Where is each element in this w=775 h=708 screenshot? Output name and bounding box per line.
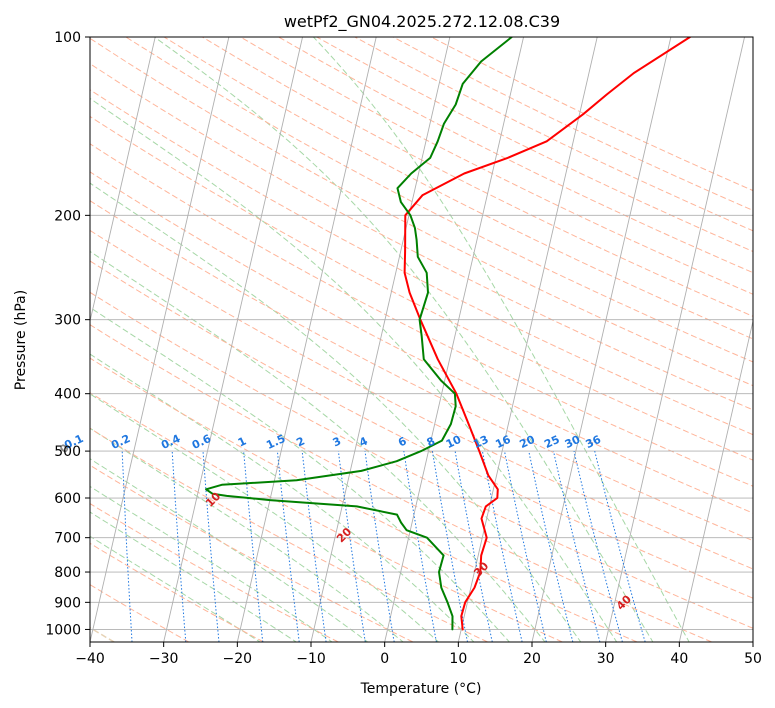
moist-adiabat bbox=[90, 458, 369, 642]
mixing-ratio-line bbox=[481, 451, 523, 642]
dry-adiabat bbox=[90, 143, 753, 487]
isotherm bbox=[90, 37, 156, 324]
dry-adiabat bbox=[90, 584, 190, 642]
chart-title: wetPf2_GN04.2025.272.12.08.C39 bbox=[284, 12, 560, 32]
profile-series bbox=[205, 37, 691, 631]
dry-adiabat bbox=[90, 357, 638, 642]
mixing-ratio-label: 16 bbox=[493, 433, 513, 451]
y-tick-label: 500 bbox=[54, 444, 81, 460]
x-tick-label: −10 bbox=[296, 651, 326, 667]
dry-adiabat bbox=[90, 291, 753, 629]
mixing-ratio-label: 36 bbox=[584, 433, 604, 451]
isotherm bbox=[236, 37, 377, 642]
moist-adiabat bbox=[90, 97, 618, 642]
mixing-ratio-line bbox=[243, 451, 264, 642]
x-tick-label: 10 bbox=[449, 651, 467, 667]
y-axis-label: Pressure (hPa) bbox=[13, 290, 29, 390]
isotherm bbox=[163, 37, 303, 642]
isotherm bbox=[310, 37, 451, 642]
y-tick-label: 400 bbox=[54, 387, 81, 403]
y-tick-label: 700 bbox=[54, 531, 81, 547]
isotherm bbox=[457, 37, 598, 642]
moist-adiabat bbox=[90, 485, 333, 642]
dry-adiabat bbox=[90, 229, 753, 570]
dry-adiabat bbox=[202, 37, 753, 317]
dry-adiabat bbox=[90, 63, 753, 411]
x-axis-ticks: −40 −30 −20 −10 0 10 20 30 40 50 bbox=[75, 642, 762, 667]
y-tick-label: 100 bbox=[54, 30, 81, 46]
isotherm bbox=[605, 37, 745, 642]
y-tick-label: 600 bbox=[54, 491, 81, 507]
y-tick-label: 800 bbox=[54, 565, 81, 581]
mixing-ratio-line bbox=[504, 451, 547, 642]
isotherm bbox=[531, 37, 672, 642]
mixing-ratio-line bbox=[573, 450, 623, 642]
moist-adiabat bbox=[313, 37, 690, 642]
isotherm bbox=[678, 319, 753, 642]
mixing-ratio-line bbox=[528, 451, 574, 642]
moist-adiabat bbox=[90, 511, 298, 642]
x-tick-label: 30 bbox=[597, 651, 615, 667]
mixing-ratio-line bbox=[553, 450, 601, 642]
dry-adiabat bbox=[90, 89, 753, 436]
moist-adiabat bbox=[154, 37, 654, 642]
x-tick-label: 20 bbox=[523, 651, 541, 667]
isotherm bbox=[90, 37, 230, 642]
mixing-ratio-label: 25 bbox=[542, 433, 561, 451]
moist-adiabat bbox=[90, 393, 440, 642]
dry-adiabat bbox=[90, 37, 753, 387]
line-labels: 0.10.20.40.611.52346810131620253036-100-… bbox=[57, 432, 634, 613]
mixing-ratio-line bbox=[171, 451, 187, 642]
dewpoint-profile-line bbox=[205, 37, 513, 631]
x-tick-label: −30 bbox=[149, 651, 179, 667]
mixing-ratio-label: 13 bbox=[471, 433, 490, 451]
plot-frame bbox=[89, 36, 754, 643]
x-tick-label: −40 bbox=[75, 651, 105, 667]
isobars bbox=[90, 37, 753, 630]
moist-adiabat bbox=[90, 250, 546, 642]
mixing-ratio-label: 20 bbox=[518, 433, 538, 451]
x-tick-label: 50 bbox=[744, 651, 762, 667]
moist-adiabat bbox=[90, 306, 511, 642]
x-tick-label: 0 bbox=[380, 651, 389, 667]
y-tick-label: 900 bbox=[54, 595, 81, 611]
moist-adiabat bbox=[90, 353, 475, 642]
x-tick-label: 40 bbox=[670, 651, 688, 667]
dry-adiabat bbox=[125, 37, 753, 363]
isotherm bbox=[384, 37, 524, 642]
x-axis-label: Temperature (°C) bbox=[360, 681, 482, 697]
mixing-ratio-label: 30 bbox=[563, 433, 583, 451]
temperature-profile-line bbox=[403, 37, 691, 631]
dry-adiabat bbox=[90, 392, 563, 642]
dry-adiabat bbox=[90, 200, 753, 542]
dry-adiabat bbox=[90, 427, 488, 642]
mixing-ratio-line bbox=[202, 451, 220, 642]
isotherms bbox=[90, 37, 753, 642]
y-tick-label: 300 bbox=[54, 313, 81, 329]
moist-adiabats bbox=[90, 37, 690, 642]
mixing-ratio-label: 10 bbox=[444, 433, 464, 451]
x-tick-label: −20 bbox=[223, 651, 253, 667]
mixing-ratio-line bbox=[594, 450, 646, 642]
y-tick-label: 200 bbox=[54, 208, 81, 224]
dry-adiabat bbox=[90, 260, 753, 599]
y-tick-label: 1000 bbox=[45, 622, 81, 638]
y-axis-ticks: 100 200 300 400 500 600 700 800 900 1000 bbox=[45, 30, 90, 638]
mixing-ratio-line bbox=[121, 451, 133, 642]
moist-adiabat bbox=[90, 427, 404, 642]
mixing-ratio-lines bbox=[121, 450, 646, 642]
